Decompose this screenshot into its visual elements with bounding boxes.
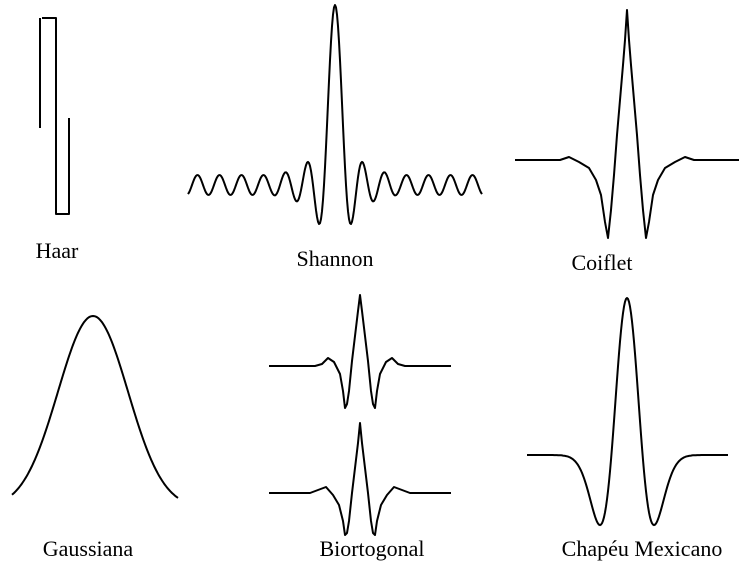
shannon-wave [187,4,483,225]
label: Biortogonal [319,536,424,561]
biorthogonal-wave [269,422,451,536]
label: Coiflet [571,250,632,275]
mexican-hat-wave [527,297,728,527]
label: Haar [36,238,79,263]
coiflet-wave [515,9,739,239]
label: Chapéu Mexicano [562,536,723,561]
gaussian-wave [11,315,179,499]
haar-wave [42,17,70,215]
label: Shannon [297,246,374,271]
biorthogonal-wave [269,294,451,409]
label: Gaussiana [43,536,134,561]
